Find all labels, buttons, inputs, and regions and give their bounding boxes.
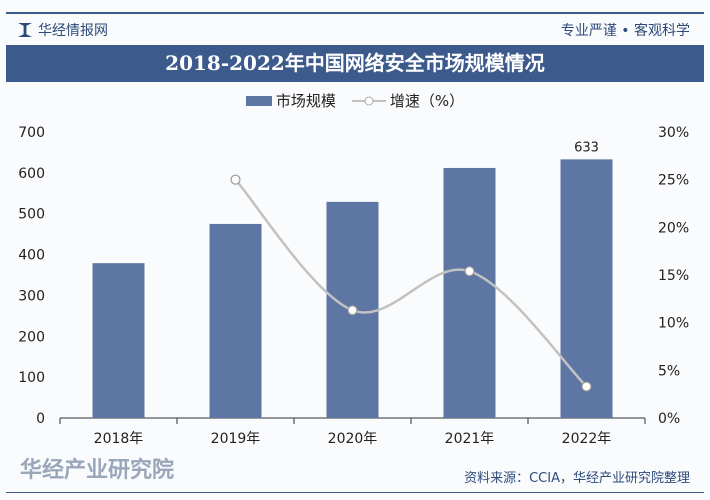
x-tick-label: 2019年	[211, 431, 261, 447]
legend: 市场规模 增速（%）	[0, 90, 710, 111]
x-tick-label: 2022年	[562, 431, 612, 447]
top-divider	[6, 12, 704, 14]
y2-tick-label: 15%	[658, 268, 689, 284]
y-tick-label: 0	[36, 411, 45, 427]
legend-label: 增速（%）	[389, 92, 465, 110]
data-label: 633	[574, 140, 599, 155]
source-note: 资料来源：CCIA，华经产业研究院整理	[464, 471, 690, 486]
growth-point	[230, 174, 241, 185]
bar-2022年	[560, 159, 613, 419]
y2-tick-label: 5%	[658, 363, 680, 379]
growth-line	[234, 178, 588, 388]
y-tick-label: 600	[18, 166, 45, 182]
y-tick-label: 700	[18, 125, 45, 141]
bar-2018年	[92, 263, 145, 418]
slogan: 专业严谨 • 客观科学	[560, 23, 690, 39]
growth-point	[581, 381, 592, 392]
y2-tick-label: 25%	[658, 173, 689, 189]
legend-line-swatch	[351, 96, 386, 105]
legend-item-bar: 市场规模	[245, 90, 336, 111]
y-tick-label: 500	[18, 207, 45, 223]
bar-2021年	[443, 167, 496, 418]
y2-tick-label: 0%	[658, 411, 680, 427]
x-tick-label: 2021年	[445, 431, 495, 447]
brand-name: 华经情报网	[38, 23, 108, 39]
x-tick-label: 2018年	[94, 431, 144, 447]
y-tick-label: 400	[18, 248, 45, 264]
brand: 华经情报网	[18, 20, 108, 40]
y-tick-label: 200	[18, 329, 45, 345]
legend-label: 市场规模	[275, 92, 336, 110]
legend-bar-swatch	[245, 95, 272, 106]
y2-tick-label: 30%	[658, 125, 689, 141]
bar-2019年	[209, 223, 262, 418]
growth-point	[347, 305, 358, 316]
y2-tick-label: 10%	[658, 316, 689, 332]
growth-point	[464, 266, 475, 277]
watermark: 华经产业研究院	[20, 458, 175, 483]
y-tick-label: 300	[18, 288, 45, 304]
legend-item-line: 增速（%）	[351, 90, 465, 111]
chart-title: 2018-2022年中国网络安全市场规模情况	[6, 45, 704, 82]
y2-tick-label: 20%	[658, 220, 689, 236]
bottom-divider	[6, 492, 704, 493]
x-tick-label: 2020年	[328, 431, 378, 447]
y-tick-label: 100	[18, 370, 45, 386]
